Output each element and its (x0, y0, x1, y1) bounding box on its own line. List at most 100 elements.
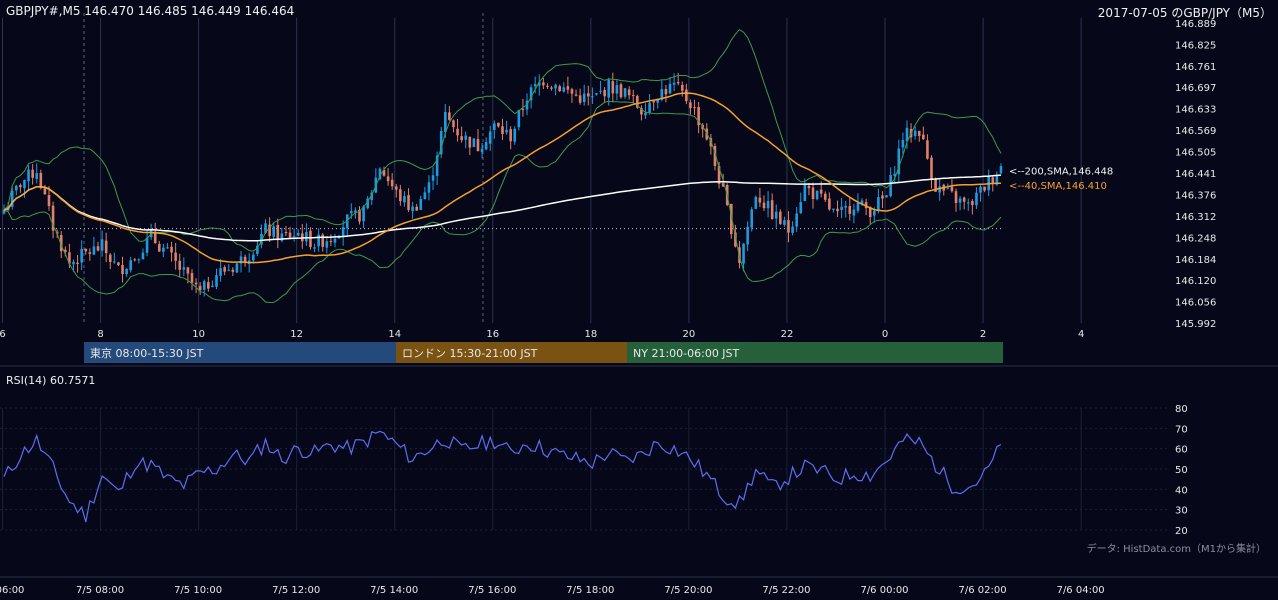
x-tick-label: 18 (584, 329, 597, 340)
time-tick-label: 06:00 (0, 585, 24, 596)
x-tick-label: 12 (290, 329, 303, 340)
candle-body (656, 99, 660, 103)
candle-body (807, 185, 811, 189)
candle-body (958, 198, 962, 203)
candle-body (493, 123, 496, 130)
bollinger-upper (3, 28, 1002, 252)
candle-body (27, 169, 30, 182)
candle-body (19, 185, 22, 188)
candle-body (979, 186, 982, 193)
time-tick-label: 7/5 18:00 (566, 585, 614, 596)
candle-body (774, 211, 778, 219)
x-tick-label: 2 (980, 329, 986, 340)
candle-body (848, 206, 852, 214)
candle-body (423, 192, 427, 200)
candle-body (476, 139, 480, 152)
candle-body (558, 86, 561, 92)
candle-body (893, 173, 897, 177)
time-tick-label: 7/5 22:00 (762, 585, 810, 596)
candle-body (533, 84, 537, 87)
candle-body (938, 186, 941, 193)
candle-body (333, 238, 337, 243)
x-tick-label: 14 (388, 329, 401, 340)
y-tick-label: 146.505 (1175, 147, 1216, 158)
rsi-line (3, 430, 1002, 523)
candle-body (125, 268, 128, 275)
candle-body (72, 261, 75, 265)
candle-body (223, 267, 226, 272)
candle-body (231, 269, 235, 272)
candle-body (791, 226, 794, 233)
candle-body (239, 256, 243, 264)
candle-body (713, 145, 717, 166)
candle-body (10, 190, 14, 207)
candle-body (153, 231, 157, 244)
candle-body (766, 200, 770, 209)
candle-body (836, 208, 839, 212)
candle-body (170, 246, 173, 253)
candle-body (88, 252, 92, 254)
candle-body (819, 189, 823, 194)
candle-body (717, 166, 721, 184)
candle-body (284, 232, 288, 234)
candle-body (313, 247, 316, 249)
y-tick-label: 146.825 (1175, 40, 1216, 51)
candle-body (611, 81, 615, 94)
rsi-y-tick-label: 60 (1175, 445, 1188, 456)
candle-body (615, 85, 619, 94)
time-tick-label: 7/5 08:00 (76, 585, 124, 596)
candle-body (930, 157, 933, 179)
candle-body (47, 195, 51, 207)
candle-body (697, 106, 700, 126)
candle-body (770, 200, 774, 220)
candle-body (513, 128, 517, 142)
candle-body (399, 189, 402, 202)
y-tick-label: 146.184 (1175, 255, 1216, 266)
candle-body (889, 174, 892, 197)
candle-body (795, 213, 798, 227)
candle-body (668, 83, 672, 94)
candle-body (578, 95, 582, 103)
candle-body (631, 95, 635, 97)
candle-body (31, 169, 34, 178)
candle-body (64, 249, 67, 253)
candle-body (350, 210, 353, 214)
candle-body (198, 285, 202, 291)
candle-body (59, 235, 63, 252)
candle-body (272, 226, 275, 237)
candle-body (104, 240, 108, 254)
candle-body (444, 111, 447, 133)
time-tick-label: 7/6 04:00 (1057, 585, 1105, 596)
candle-body (750, 209, 754, 228)
x-tick-label: 0 (882, 329, 888, 340)
candle-body (860, 200, 864, 205)
candle-body (664, 89, 668, 95)
candle-body (783, 220, 786, 225)
candle-body (746, 226, 749, 245)
candle-body (742, 243, 745, 264)
candle-body (680, 84, 684, 91)
y-tick-label: 146.312 (1175, 212, 1216, 223)
candle-body (415, 206, 418, 211)
y-tick-label: 146.761 (1175, 62, 1216, 73)
candle-body (280, 233, 284, 241)
candle-body (574, 94, 578, 96)
bollinger-lower (3, 100, 1002, 304)
candle-body (448, 112, 451, 120)
candle-body (23, 180, 26, 189)
candle-body (693, 107, 696, 109)
y-tick-label: 146.120 (1175, 276, 1216, 287)
rsi-y-tick-label: 30 (1175, 506, 1188, 517)
candle-body (517, 109, 521, 128)
session-band (396, 342, 627, 363)
candle-body (309, 230, 312, 248)
candle-body (868, 206, 872, 218)
candle-body (80, 248, 83, 263)
candle-body (468, 136, 472, 148)
candle-body (983, 186, 986, 191)
candle-body (256, 245, 259, 254)
sma40-label: <--40,SMA,146.410 (1009, 181, 1107, 192)
candle-body (419, 198, 423, 210)
candle-body (619, 84, 623, 98)
